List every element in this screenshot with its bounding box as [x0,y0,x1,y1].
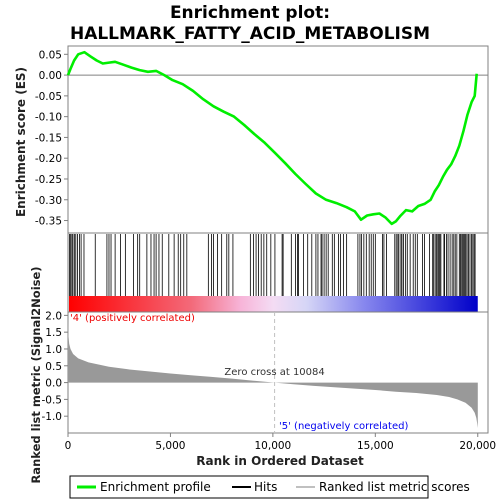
es-panel: 0.05 0.00 -0.05 -0.10 -0.15 -0.20 -0.25 -0.30 -0… [14,45,489,234]
ranked-y-tick-label: 0.0 [45,378,62,390]
hits-panel [67,232,489,313]
ranked-x-tick-label: 10,000 [255,440,292,452]
ranked-x-axis: 0 5,000 10,000 15,000 20,000 [65,433,496,452]
es-y-axis-label: Enrichment score (ES) [14,67,28,217]
ranked-y-tick-label: -0.5 [42,394,63,406]
ranked-metric-panel: Zero cross at 10084 '4' (positively corr… [29,266,496,483]
ranked-x-tick-label: 20,000 [459,440,496,452]
ranked-y-tick-label: 2.0 [45,310,62,322]
legend-label-enrichment-profile: Enrichment profile [100,480,211,494]
ranked-y-tick-label: 1.5 [45,327,62,339]
es-y-tick-label: 0.05 [39,49,62,61]
legend-label-hits: Hits [254,480,277,494]
ranked-metric-area [68,315,478,428]
ranked-x-axis-label: Rank in Ordered Dataset [196,454,364,468]
es-y-tick-label: 0.00 [39,70,62,82]
negative-correlation-label: '5' (negatively correlated) [279,421,408,432]
es-y-tick-label: -0.15 [35,132,62,144]
chart-title-line2: HALLMARK_FATTY_ACID_METABOLISM [70,24,430,44]
positive-correlation-label: '4' (positively correlated) [70,313,195,324]
es-y-tick-label: -0.25 [35,174,62,186]
chart-title-line1: Enrichment plot: [170,3,330,23]
es-y-axis: 0.05 0.00 -0.05 -0.10 -0.15 -0.20 -0.25 -0.30 -0… [35,49,68,228]
es-y-tick-label: -0.20 [35,153,62,165]
ranking-color-bar [69,296,478,312]
ranked-x-tick-label: 5,000 [155,440,185,452]
enrichment-profile-line [66,50,478,226]
ranked-y-tick-label: 1.0 [45,344,62,356]
ranked-y-tick-label: -1.0 [42,411,63,423]
ranked-y-tick-label: 0.5 [45,361,62,373]
legend-label-ranked-metric: Ranked list metric scores [319,480,470,494]
ranked-x-tick-label: 15,000 [357,440,394,452]
zero-cross-label: Zero cross at 10084 [224,367,324,378]
es-y-tick-label: -0.10 [35,112,62,124]
es-y-tick-label: -0.05 [35,91,62,103]
ranked-y-axis: 2.0 1.5 1.0 0.5 0.0 -0.5 -1.0 [42,310,68,423]
es-y-tick-label: -0.35 [35,216,62,228]
es-plot-frame [67,45,489,234]
es-y-tick-label: -0.30 [35,195,62,207]
legend: Enrichment profile Hits Ranked list metr… [69,475,470,499]
ranked-x-tick-label: 0 [65,440,72,452]
hits-lines [69,234,476,296]
ranked-y-axis-label: Ranked list metric (Signal2Noise) [29,266,43,483]
